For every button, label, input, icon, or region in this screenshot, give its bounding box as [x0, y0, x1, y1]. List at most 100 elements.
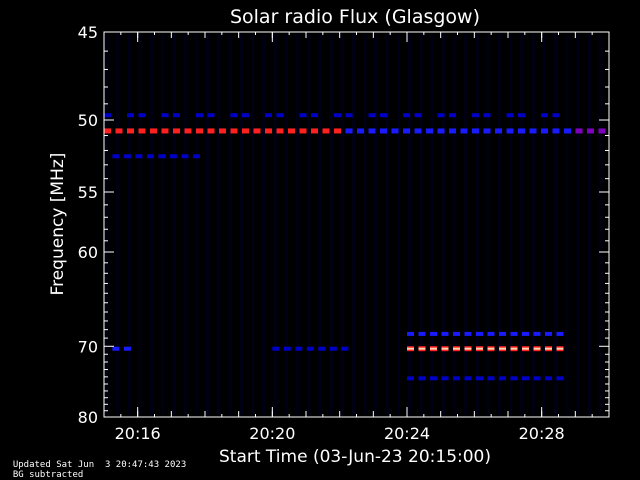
emission-band-0-cell	[449, 128, 456, 134]
emission-band-6-cell	[341, 346, 349, 351]
emission-band-0-cell	[552, 128, 560, 134]
emission-band-0-cell	[587, 128, 594, 134]
emission-band-0-cell	[518, 128, 525, 134]
emission-peak-cell	[545, 347, 552, 350]
emission-peak-cell	[499, 347, 506, 350]
emission-band-0-cell	[506, 128, 514, 134]
emission-band-2-cell	[173, 113, 180, 118]
background-noise-column	[250, 34, 255, 415]
emission-band-1-cell	[135, 154, 143, 159]
emission-band-0-cell	[299, 128, 307, 134]
emission-band-0-cell	[357, 128, 364, 134]
emission-band-0-cell	[460, 128, 468, 134]
emission-band-6-cell	[306, 346, 314, 351]
background-noise-column	[340, 34, 345, 415]
status-footer: Updated Sat Jun 3 20:47:43 2023 BG subtr…	[2, 450, 200, 480]
emission-band-6-cell	[295, 346, 303, 351]
x-axis-label: Start Time (03-Jun-23 20:15:00)	[219, 447, 491, 467]
x-tick-label: 20:20	[249, 424, 295, 443]
emission-band-0-cell	[391, 128, 399, 134]
updated-timestamp: Updated Sat Jun 3 20:47:43 2023	[12, 460, 187, 470]
emission-peak-cell	[476, 347, 483, 350]
y-tick-label: 70	[78, 337, 98, 356]
background-noise-column	[565, 34, 569, 415]
emission-band-7-cell	[430, 376, 437, 381]
emission-band-0-cell	[380, 128, 387, 134]
emission-band-0-cell	[322, 128, 330, 134]
background-noise-column	[576, 34, 580, 415]
background-noise-column	[464, 34, 468, 415]
emission-band-2-cell	[437, 113, 445, 118]
emission-band-3-cell	[556, 331, 564, 336]
emission-band-6-cell	[283, 346, 291, 351]
emission-band-3-cell	[487, 331, 495, 336]
emission-band-2-cell	[449, 113, 456, 118]
emission-band-2-cell	[161, 113, 169, 118]
emission-band-7-cell	[441, 376, 449, 381]
emission-band-0-cell	[541, 128, 548, 134]
y-tick-label: 60	[78, 243, 98, 262]
emission-band-0-cell	[127, 128, 134, 134]
background-noise-column	[262, 34, 266, 415]
emission-band-3-cell	[453, 331, 460, 336]
background-noise-column	[598, 34, 603, 415]
background-noise-column	[172, 34, 176, 415]
background-noise-column	[183, 34, 187, 415]
emission-band-0-cell	[242, 128, 249, 134]
emission-band-2-cell	[345, 113, 353, 118]
background-noise-column	[329, 34, 333, 415]
y-tick-label: 55	[78, 183, 98, 202]
y-tick-label: 45	[78, 23, 98, 42]
emission-band-1-cell	[112, 154, 120, 159]
emission-band-0-cell	[219, 128, 226, 134]
emission-peak-cell	[453, 347, 460, 350]
emission-band-2-cell	[230, 113, 238, 118]
emission-band-2-cell	[506, 113, 514, 118]
emission-band-0-cell	[207, 128, 215, 134]
background-noise-column	[531, 34, 535, 415]
background-noise-column	[217, 34, 221, 415]
emission-band-2-cell	[552, 113, 560, 118]
background-noise-column	[419, 34, 423, 415]
emission-band-3-cell	[522, 331, 529, 336]
emission-band-0-cell	[483, 128, 491, 134]
emission-band-1-cell	[158, 154, 166, 159]
emission-band-2-cell	[311, 113, 318, 118]
emission-band-0-cell	[276, 128, 284, 134]
emission-band-0-cell	[253, 128, 261, 134]
background-noise-column	[408, 34, 412, 415]
emission-band-2-cell	[380, 113, 387, 118]
emission-band-7-cell	[556, 376, 564, 381]
emission-band-0-cell	[161, 128, 169, 134]
emission-band-3-cell	[533, 331, 541, 336]
emission-band-0-cell	[414, 128, 422, 134]
x-axis: 20:16 20:20 20:24 20:28	[103, 32, 610, 443]
emission-band-0-cell	[150, 128, 157, 134]
background-noise-column	[149, 34, 154, 415]
emission-peak-cell	[407, 347, 414, 350]
emission-band-7-cell	[464, 376, 472, 381]
emission-band-1-cell	[146, 154, 154, 159]
emission-peak-cell	[533, 347, 541, 350]
emission-band-0-cell	[104, 128, 111, 134]
background-noise-column	[430, 34, 434, 415]
background-noise-column	[542, 34, 547, 415]
emission-band-0-cell	[230, 128, 238, 134]
emission-band-2-cell	[207, 113, 215, 118]
y-tick-label: 50	[78, 111, 98, 130]
background-noise-column	[497, 34, 502, 415]
emission-band-2-cell	[483, 113, 491, 118]
emission-peak-cell	[430, 347, 437, 350]
background-noise-column	[206, 34, 210, 415]
y-axis-label: Frequency [MHz]	[48, 153, 68, 296]
emission-band-7-cell	[418, 376, 426, 381]
background-noise-column	[318, 34, 322, 415]
background-noise-column	[239, 34, 244, 415]
background-noise-column	[105, 34, 109, 415]
emission-band-0-cell	[495, 128, 502, 134]
background-noise-column	[273, 34, 277, 415]
emission-band-0-cell	[598, 128, 606, 134]
emission-band-0-cell	[426, 128, 433, 134]
emission-band-0-cell	[288, 128, 295, 134]
emission-band-1-cell	[169, 154, 177, 159]
